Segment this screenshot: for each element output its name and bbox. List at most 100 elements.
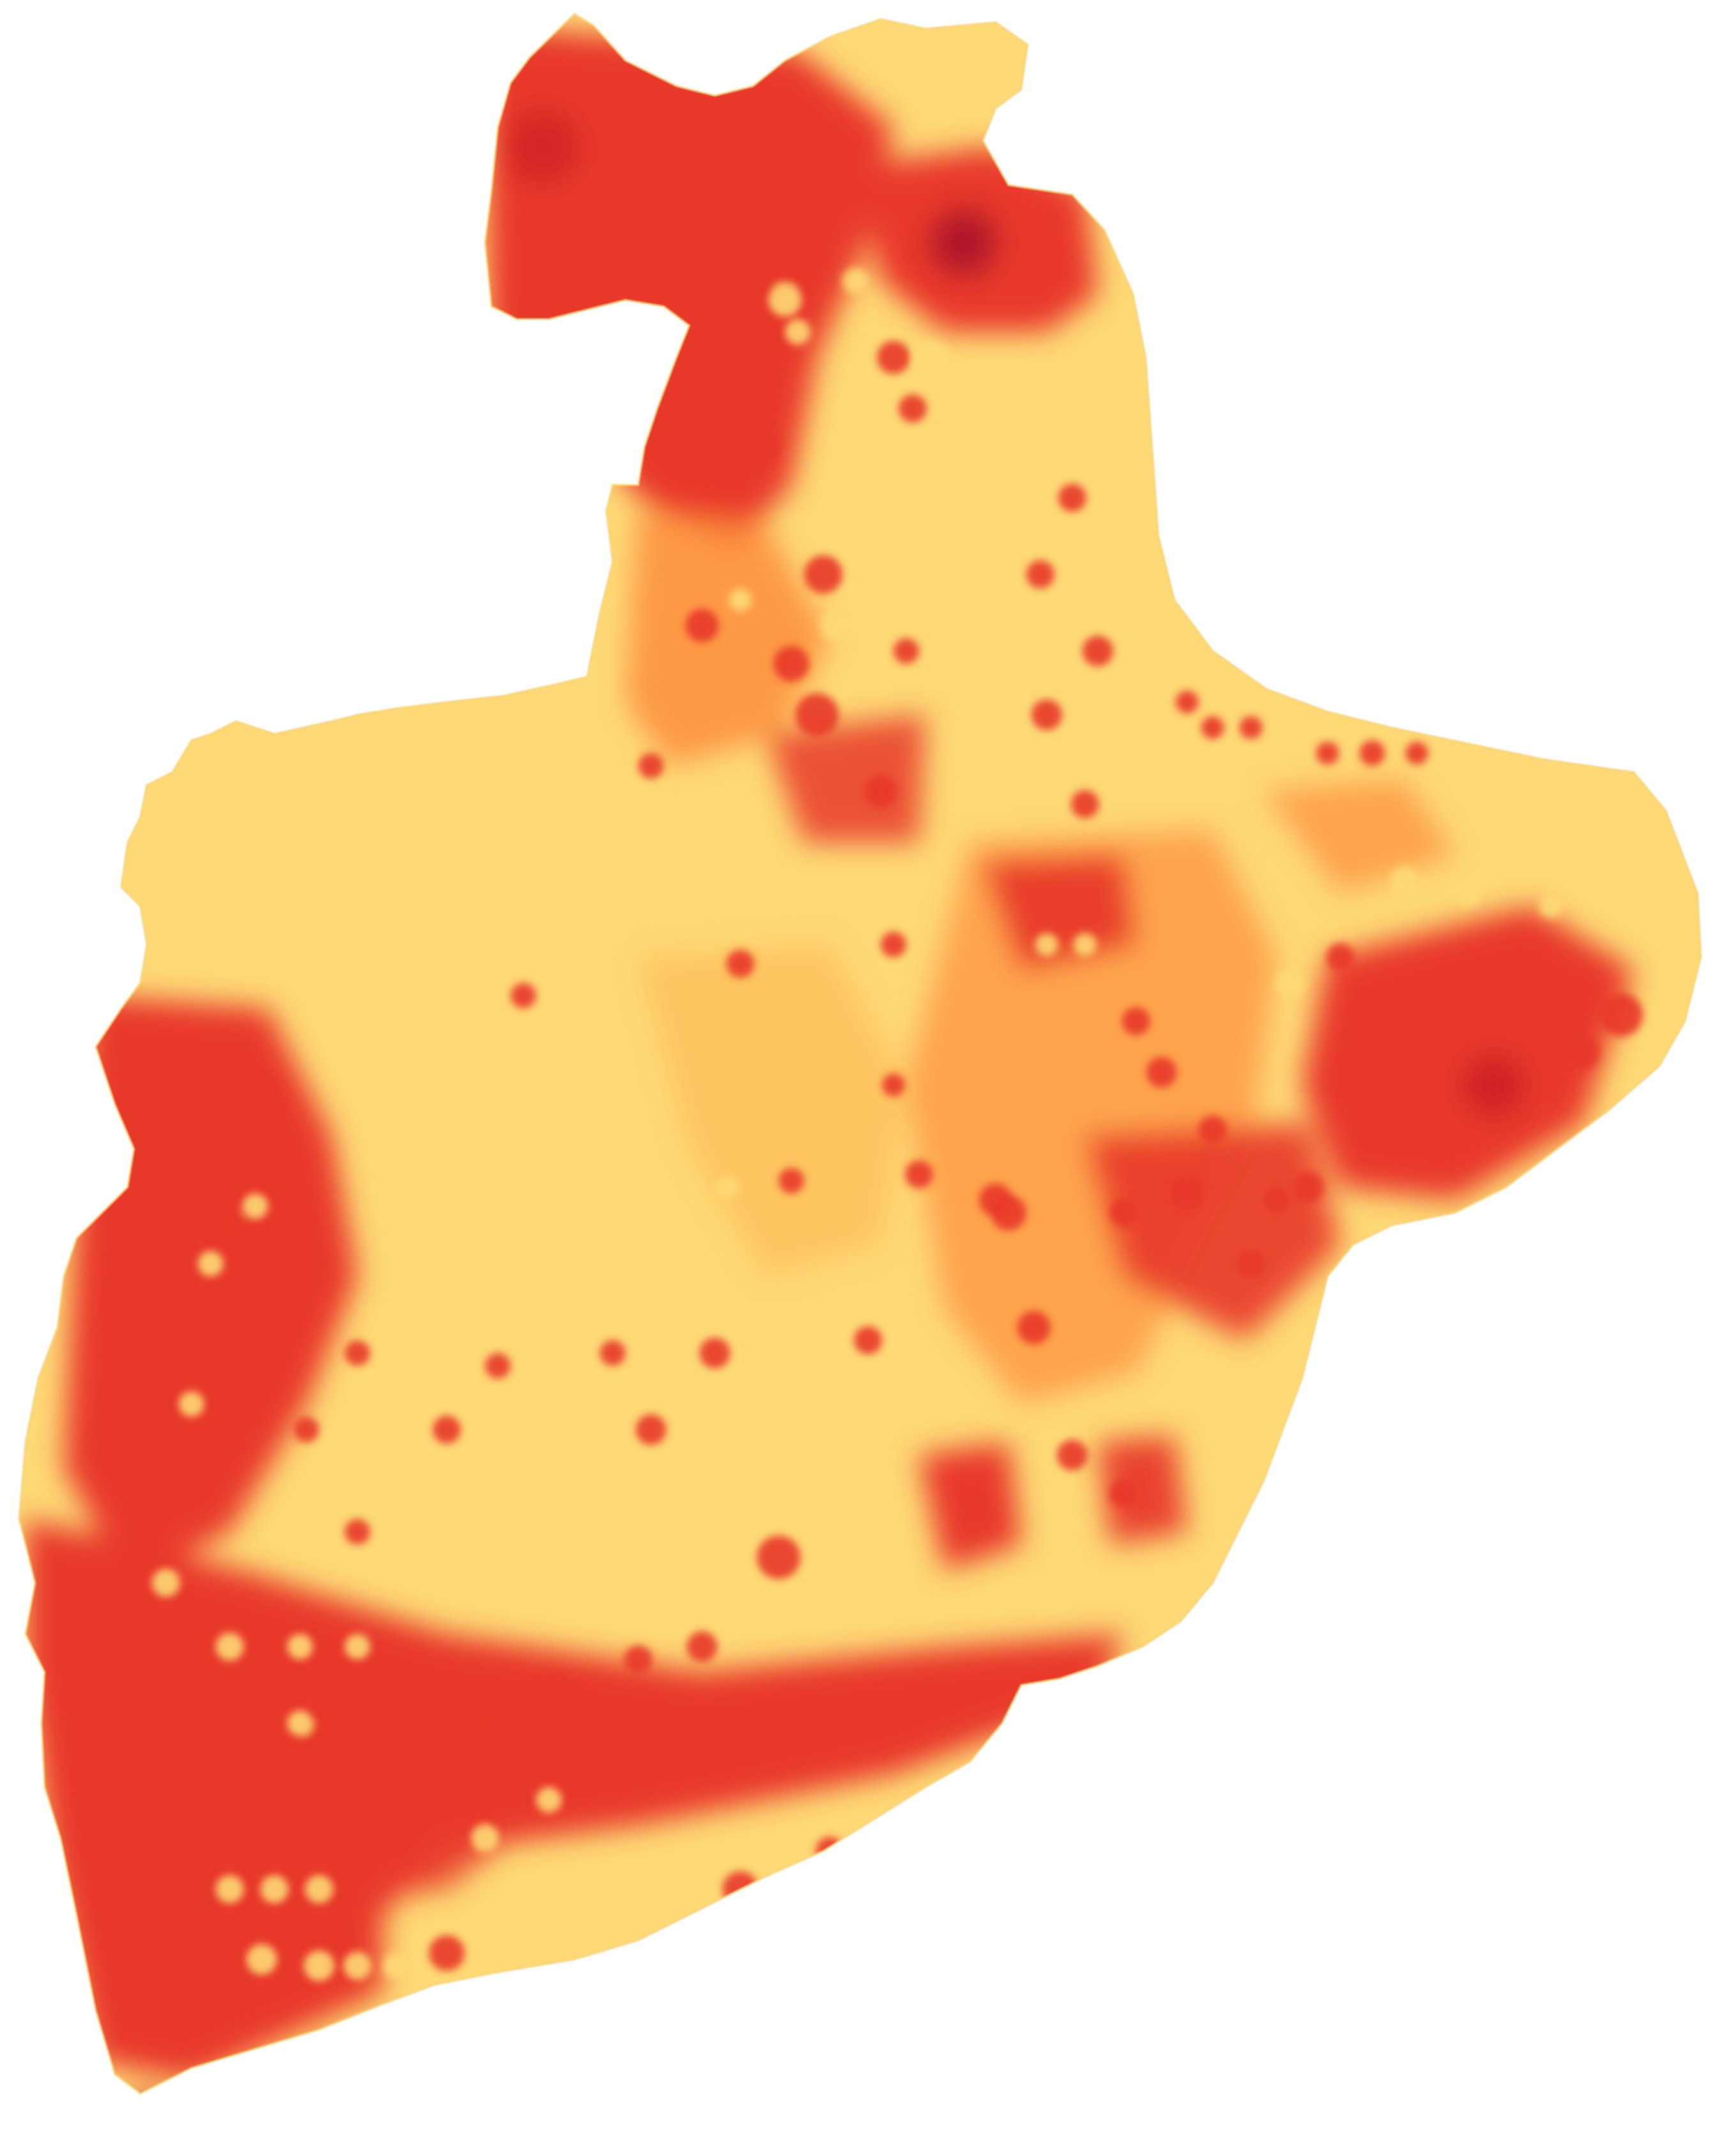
density-dot: [877, 341, 910, 374]
density-dot: [854, 1326, 882, 1354]
light-spot: [471, 1824, 499, 1852]
light-spot: [785, 319, 811, 345]
light-spot: [179, 1391, 204, 1417]
density-dot: [979, 1183, 1012, 1216]
density-dot: [774, 646, 809, 682]
density-dot: [894, 638, 919, 664]
density-dot: [726, 950, 754, 978]
density-dot: [1109, 1199, 1137, 1227]
density-dot: [882, 1074, 905, 1097]
light-spot: [716, 1176, 739, 1199]
light-spot: [1539, 895, 1562, 918]
high-zone-center-north: [766, 715, 925, 842]
high-zone-southwest: [191, 1723, 574, 1902]
density-dot: [1058, 484, 1086, 512]
light-spot: [768, 283, 802, 317]
density-dot: [1199, 1116, 1227, 1144]
light-spot: [345, 1634, 370, 1659]
light-spot: [915, 341, 948, 374]
density-dot: [1146, 1057, 1177, 1088]
light-spot: [304, 1950, 334, 1981]
light-spot: [243, 1194, 268, 1219]
density-dot: [757, 1536, 800, 1579]
density-dot: [1201, 716, 1224, 739]
density-dot: [685, 609, 719, 642]
density-dot: [752, 433, 780, 461]
density-dot: [1169, 1176, 1205, 1211]
density-dot: [1316, 742, 1339, 765]
light-spot: [216, 1875, 244, 1903]
light-spot: [287, 1711, 313, 1736]
density-dot: [1109, 1479, 1137, 1508]
density-dot: [294, 1417, 319, 1442]
light-spot: [305, 1875, 333, 1903]
light-spot: [198, 1251, 223, 1276]
light-spot: [943, 394, 971, 423]
light-spot: [287, 1634, 313, 1659]
density-dot: [1566, 1037, 1599, 1070]
light-spot: [1035, 933, 1058, 956]
light-spot: [836, 396, 862, 421]
density-dot: [560, 611, 588, 640]
density-dot: [1405, 742, 1428, 765]
high-zone-east-strip: [983, 855, 1136, 970]
light-spot: [246, 1944, 277, 1975]
light-spot: [216, 1633, 244, 1661]
density-dot: [214, 1210, 245, 1241]
mid-zone-east-north: [1264, 779, 1455, 894]
light-spot: [1275, 969, 1303, 997]
light-spot: [152, 1569, 180, 1597]
light-spot: [1390, 867, 1418, 895]
density-dot: [485, 1353, 511, 1379]
light-spot: [982, 471, 1010, 499]
high-zone-west: [64, 996, 357, 1583]
density-dot: [804, 555, 842, 594]
high-zone-south-center: [919, 1442, 1021, 1570]
density-dot: [881, 932, 906, 957]
density-dot: [636, 1414, 666, 1445]
density-dot: [471, 1684, 499, 1712]
light-spot: [383, 1953, 408, 1979]
light-spot: [729, 588, 752, 611]
mid-zone-north-corridor: [625, 511, 830, 766]
high-zone-southeast: [1085, 1123, 1340, 1340]
density-dot: [1026, 560, 1054, 588]
density-dot: [1122, 1007, 1150, 1035]
light-spot: [1455, 881, 1481, 906]
high-zone-east: [1302, 906, 1634, 1200]
density-dot: [779, 1168, 804, 1194]
peak-core-northeast: [929, 207, 999, 278]
density-dot: [624, 1645, 652, 1673]
density-dot: [1293, 1172, 1324, 1202]
density-dot: [1057, 1440, 1088, 1471]
peak-core-east: [1462, 1053, 1525, 1117]
density-dot: [394, 1684, 423, 1712]
density-dot: [600, 1340, 625, 1366]
density-dot: [1326, 943, 1354, 971]
density-dot: [700, 1338, 730, 1368]
peak-core-southwest: [121, 2093, 172, 2145]
density-dot: [1082, 636, 1113, 666]
density-dot: [511, 983, 536, 1008]
density-dot: [345, 1519, 370, 1545]
density-dot: [1237, 1250, 1265, 1278]
light-spot: [260, 1875, 288, 1903]
density-dot: [429, 1935, 465, 1971]
light-spot: [536, 1787, 562, 1813]
density-dot: [1176, 691, 1199, 714]
density-dots: [152, 227, 1643, 1981]
light-spot: [821, 610, 851, 641]
density-dot: [541, 1671, 569, 1699]
light-spot: [498, 1902, 523, 1928]
density-dot: [1239, 716, 1262, 739]
density-dot: [725, 227, 756, 258]
density-dot: [638, 753, 664, 779]
light-spot: [343, 1952, 371, 1980]
density-dot: [1390, 1109, 1418, 1137]
density-dot: [1071, 790, 1099, 818]
density-dot: [433, 1416, 461, 1444]
density-dot: [176, 1140, 207, 1171]
